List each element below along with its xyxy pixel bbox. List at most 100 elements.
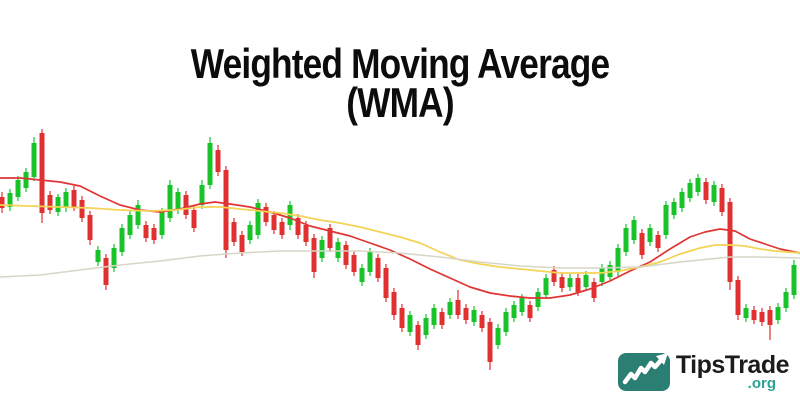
candle-up (359, 264, 365, 286)
candle-up (535, 288, 541, 311)
logo-tld: .org (747, 375, 776, 392)
candle-down (295, 214, 301, 239)
candle-up (567, 274, 573, 291)
candle-up (775, 303, 781, 324)
candle-up (503, 308, 509, 336)
candle-up (95, 246, 101, 266)
candle-up (679, 188, 685, 212)
candle-down (751, 306, 757, 324)
chart-title-line2: (WMA) (346, 79, 454, 126)
candle-up (111, 244, 117, 272)
candle-up (711, 181, 717, 206)
candle-down (399, 304, 405, 332)
candle-down (591, 278, 597, 302)
candle-down (655, 231, 661, 252)
wma-medium-yellow-line (0, 204, 800, 274)
candle-down (103, 254, 109, 290)
candle-down (383, 264, 389, 302)
candle-down (351, 251, 357, 276)
candle-up (55, 194, 61, 216)
candle-down (143, 221, 149, 242)
candle-down (263, 203, 269, 226)
candle-down (703, 178, 709, 204)
candle-down (735, 276, 741, 320)
candle-up (207, 137, 213, 189)
candle-down (279, 218, 285, 239)
candle-down (767, 306, 773, 340)
candle-up (647, 224, 653, 246)
candle-down (191, 206, 197, 232)
candle-down (719, 184, 725, 216)
candle-down (391, 288, 397, 320)
candle-up (15, 176, 21, 201)
candle-up (631, 216, 637, 244)
candle-up (495, 324, 501, 349)
candle-up (367, 248, 373, 276)
candle-up (743, 304, 749, 322)
tipstrade-logo: TipsTrade .org (617, 351, 790, 392)
logo-text: TipsTrade .org (675, 351, 790, 392)
candle-up (671, 198, 677, 219)
candle-up (167, 180, 173, 222)
candle-down (231, 218, 237, 246)
candle-up (247, 221, 253, 244)
candle-up (663, 201, 669, 239)
candle-down (79, 196, 85, 222)
candle-up (695, 174, 701, 196)
wma-slow-gray-line (0, 250, 800, 278)
candle-down (375, 254, 381, 282)
candle-down (39, 129, 45, 223)
candle-down (551, 266, 557, 286)
candle-down (559, 273, 565, 292)
candle-down (455, 290, 461, 319)
candle-up (159, 208, 165, 239)
candle-down (343, 241, 349, 269)
chart-title-line1: Weighted Moving Average (190, 40, 610, 87)
candle-up (623, 224, 629, 256)
candle-down (527, 301, 533, 322)
candle-down (215, 145, 221, 176)
candle-up (423, 314, 429, 339)
candle-down (87, 211, 93, 245)
candle-up (7, 189, 13, 211)
chart-title: Weighted Moving Average (WMA) (64, 40, 736, 126)
candle-up (447, 298, 453, 319)
candle-up (23, 168, 29, 192)
candle-up (127, 210, 133, 239)
candle-up (335, 238, 341, 262)
candle-down (223, 166, 229, 258)
candle-up (791, 260, 797, 299)
candle-up (543, 274, 549, 299)
candle-up (135, 200, 141, 229)
candle-up (255, 199, 261, 239)
candle-up (407, 311, 413, 336)
candle-down (183, 191, 189, 219)
candle-up (511, 301, 517, 322)
candle-down (439, 308, 445, 329)
candle-up (607, 261, 613, 281)
candle-down (727, 198, 733, 290)
candle-down (311, 234, 317, 278)
candle-up (31, 137, 37, 181)
candle-down (47, 191, 53, 214)
candle-down (239, 231, 245, 256)
candle-down (271, 211, 277, 234)
candle-up (583, 271, 589, 291)
candle-down (463, 304, 469, 324)
candle-up (471, 306, 477, 326)
candle-down (487, 318, 493, 370)
candle-up (63, 188, 69, 212)
candle-up (431, 304, 437, 329)
candle-down (0, 192, 5, 213)
candle-down (327, 224, 333, 252)
candle-up (319, 236, 325, 262)
logo-brand-name: TipsTrade (675, 351, 790, 379)
candle-up (783, 288, 789, 312)
candle-down (479, 311, 485, 332)
candle-down (415, 321, 421, 350)
trend-up-chart-icon (617, 353, 670, 391)
candle-down (759, 308, 765, 326)
candle-down (151, 224, 157, 244)
candle-up (687, 179, 693, 202)
